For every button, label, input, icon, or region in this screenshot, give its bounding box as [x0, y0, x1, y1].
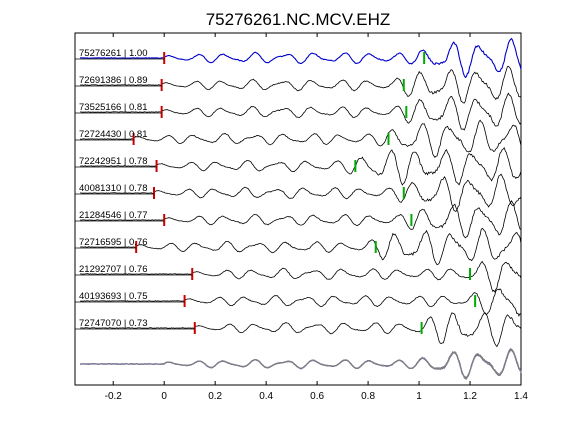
trace-label: 40193693 | 0.75	[79, 291, 148, 302]
trace-labels: 75276261 | 1.00 72691386 | 0.89 73525166 |…	[75, 48, 195, 330]
plot-frame	[74, 32, 522, 386]
waveform-trace	[80, 147, 522, 186]
waveform-trace	[80, 260, 522, 293]
stack-layer	[79, 348, 522, 380]
picks-layer	[132, 52, 477, 334]
trace-label: 72724430 | 0.81	[79, 129, 148, 140]
x-tick-label: 0.2	[208, 391, 222, 402]
x-tick-label: 1.2	[463, 391, 477, 402]
trace-label: 72747070 | 0.73	[79, 318, 148, 329]
waveform-trace	[79, 288, 522, 317]
stack-trace	[79, 348, 522, 379]
trace-label: 72716595 | 0.76	[79, 237, 148, 248]
trace-label: 75276261 | 1.00	[79, 48, 148, 59]
chart-title: 75276261.NC.MCV.EHZ	[206, 10, 391, 29]
x-tick-label: 0.8	[361, 391, 375, 402]
x-tick-label: 0.4	[259, 391, 273, 402]
waveform-trace	[79, 119, 522, 159]
trace-label: 72691386 | 0.89	[79, 75, 148, 86]
x-axis: -0.2 0 0.2 0.4 0.6 0.8 1 1.2 1.4	[105, 33, 528, 402]
x-tick-label: 0.6	[310, 391, 324, 402]
x-tick-label: -0.2	[105, 391, 123, 402]
x-tick-label: 1	[416, 391, 422, 402]
trace-label: 40081310 | 0.78	[79, 183, 148, 194]
trace-label: 73525166 | 0.81	[79, 102, 148, 113]
x-tick-label: 1.4	[514, 391, 528, 402]
waveform-trace	[80, 65, 522, 104]
waveform-trace	[79, 37, 522, 79]
waveform-trace	[80, 312, 522, 348]
waveform-trace	[80, 227, 522, 266]
waveform-trace	[80, 92, 522, 131]
trace-label: 21292707 | 0.76	[79, 264, 148, 275]
x-tick-label: 0	[161, 391, 167, 402]
traces-layer	[79, 37, 522, 348]
waveform-trace	[79, 199, 522, 239]
trace-label: 72242951 | 0.78	[79, 156, 148, 167]
trace-label: 21284546 | 0.77	[79, 210, 148, 221]
